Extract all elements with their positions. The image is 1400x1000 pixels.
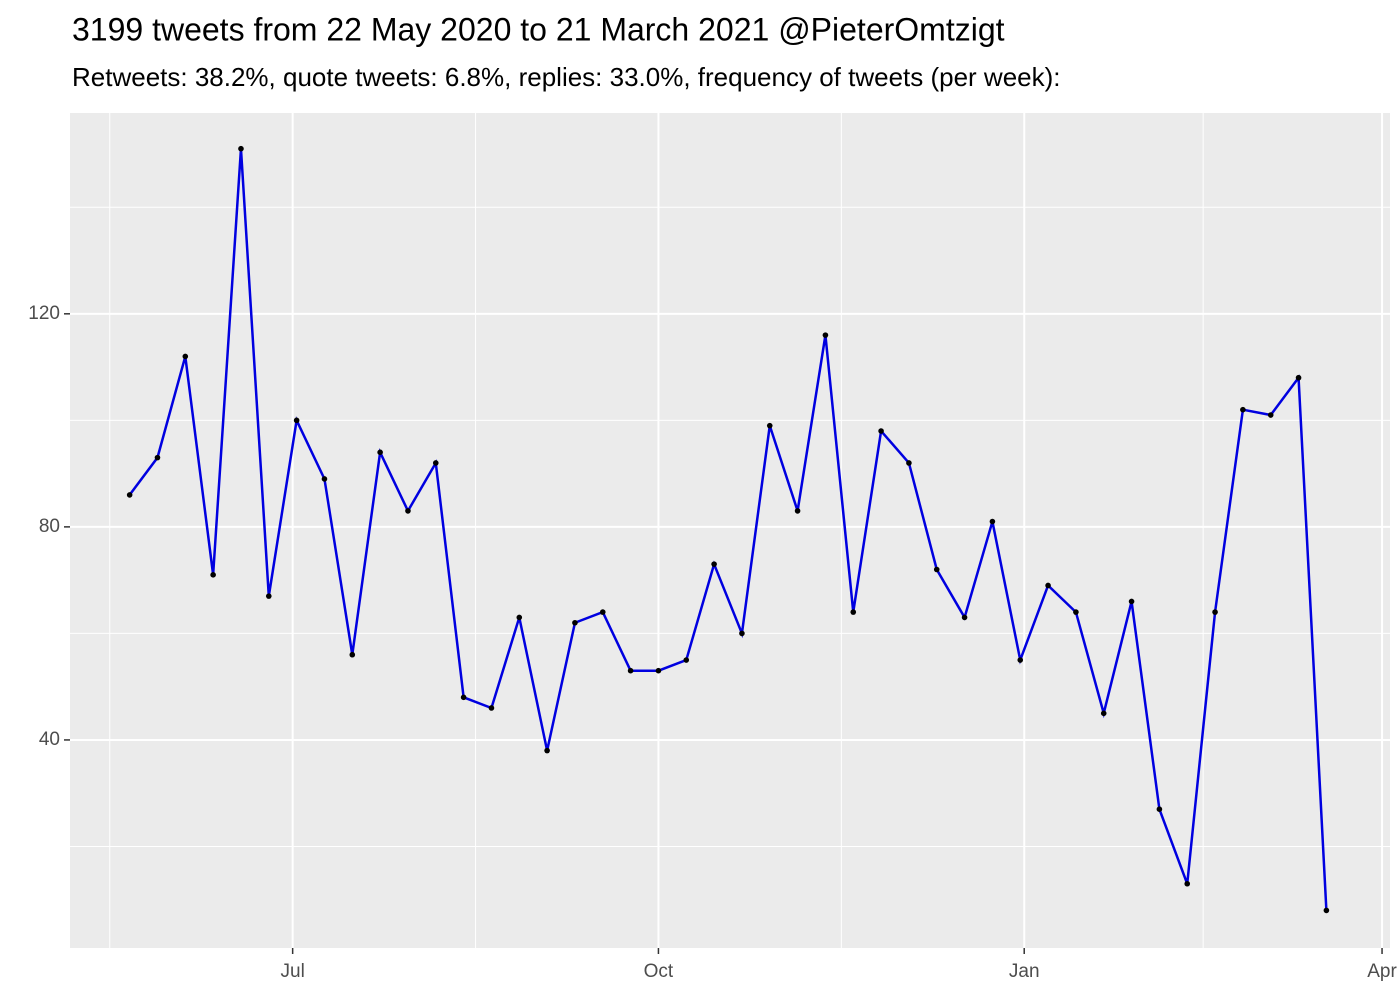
data-point <box>1212 609 1218 615</box>
data-point <box>349 651 356 658</box>
data-point <box>1184 880 1191 887</box>
data-line <box>128 148 1328 911</box>
data-point <box>488 705 495 711</box>
data-point <box>432 460 439 466</box>
data-point <box>460 694 467 701</box>
data-point <box>1240 406 1246 413</box>
y-tick-label: 40 <box>39 729 60 750</box>
data-point <box>154 454 161 461</box>
data-point <box>544 747 550 754</box>
data-point <box>377 449 383 456</box>
data-point <box>878 428 884 434</box>
data-point <box>1156 806 1163 812</box>
x-tick-label: Jul <box>281 961 305 982</box>
data-point <box>933 566 940 573</box>
data-point <box>405 508 411 514</box>
data-point <box>906 460 912 466</box>
data-point <box>850 609 857 615</box>
data-point <box>1073 609 1079 615</box>
data-point <box>210 572 216 578</box>
data-point <box>655 667 662 674</box>
x-tick-label: Apr <box>1367 961 1397 982</box>
data-point <box>1323 907 1330 914</box>
chart-subtitle: Retweets: 38.2%, quote tweets: 6.8%, rep… <box>72 62 1061 92</box>
data-point <box>766 422 773 429</box>
y-tick-label: 80 <box>39 516 60 537</box>
data-point <box>739 630 745 637</box>
x-tick-label: Jan <box>1009 961 1040 982</box>
data-point <box>238 145 244 152</box>
data-point <box>794 508 801 514</box>
y-tick-label: 120 <box>28 303 60 324</box>
x-tick-label: Oct <box>644 961 674 982</box>
data-point <box>711 561 717 567</box>
data-point <box>822 332 829 338</box>
data-point <box>989 518 996 525</box>
data-point <box>961 614 968 621</box>
data-point <box>265 593 272 599</box>
data-point <box>126 492 133 498</box>
plot-panel <box>70 113 1390 948</box>
data-point <box>599 609 606 615</box>
data-point <box>321 476 328 482</box>
data-point <box>683 657 690 663</box>
data-point <box>516 614 523 621</box>
data-point <box>1017 657 1024 663</box>
data-point <box>1267 412 1274 418</box>
data-point <box>1100 710 1107 717</box>
data-point <box>293 417 300 424</box>
data-point <box>1045 582 1051 589</box>
data-point <box>1128 598 1135 605</box>
data-point <box>572 619 578 626</box>
data-point <box>627 667 634 674</box>
chart-title: 3199 tweets from 22 May 2020 to 21 March… <box>72 11 1005 47</box>
data-point <box>182 353 189 360</box>
data-point <box>1295 374 1302 381</box>
